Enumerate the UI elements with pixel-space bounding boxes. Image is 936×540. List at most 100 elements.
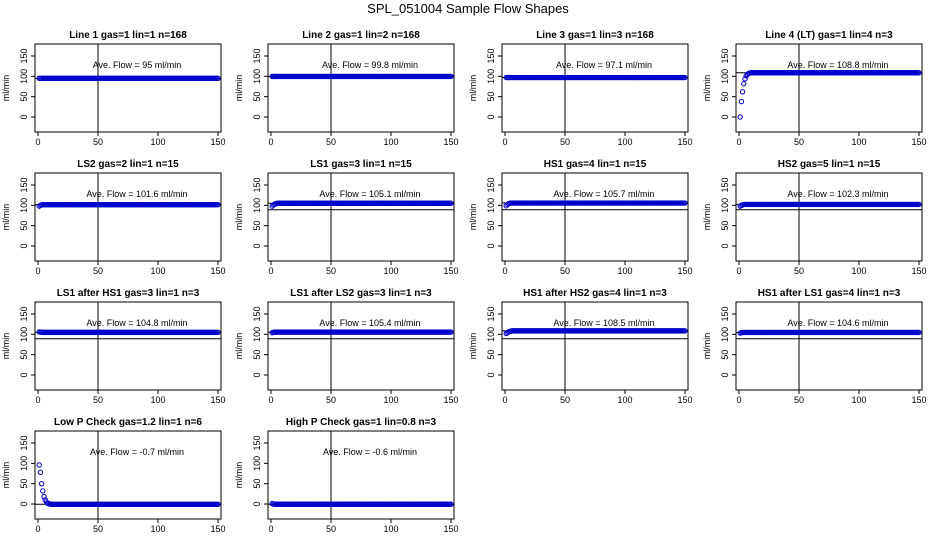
y-tick-label: 50 bbox=[252, 221, 262, 231]
x-tick-label: 50 bbox=[560, 395, 570, 405]
x-tick-label: 50 bbox=[326, 266, 336, 276]
x-tick-label: 150 bbox=[911, 395, 926, 405]
data-point bbox=[215, 75, 221, 82]
y-tick-label: 0 bbox=[720, 114, 730, 119]
x-tick-label: 100 bbox=[383, 524, 398, 534]
plot-frame bbox=[34, 301, 222, 391]
x-tick-label: 0 bbox=[268, 137, 273, 147]
y-tick-label: 100 bbox=[19, 456, 29, 471]
x-tick-label: 0 bbox=[35, 266, 40, 276]
ave-flow-annotation: Ave. Flow = -0.7 ml/min bbox=[90, 447, 184, 457]
data-point bbox=[448, 73, 454, 80]
y-tick-label: 50 bbox=[486, 92, 496, 102]
chart-panel: HS1 gas=4 lin=1 n=15 0 50 100 150 0 50 100 150 ml… bbox=[468, 159, 693, 276]
y-tick-label: 0 bbox=[486, 114, 496, 119]
data-point bbox=[37, 469, 44, 475]
panel-title: HS1 gas=4 lin=1 n=15 bbox=[544, 159, 647, 170]
data-point bbox=[40, 488, 46, 494]
x-tick-label: 150 bbox=[210, 137, 225, 147]
y-tick-label: 50 bbox=[486, 350, 496, 360]
y-tick-label: 100 bbox=[486, 69, 496, 84]
y-tick-label: 150 bbox=[19, 306, 29, 321]
x-tick-label: 50 bbox=[326, 524, 336, 534]
y-tick-label: 100 bbox=[252, 327, 262, 342]
chart-panel: HS2 gas=5 lin=1 n=15 0 50 100 150 0 50 100 150 ml… bbox=[702, 159, 927, 276]
x-tick-label: 50 bbox=[560, 266, 570, 276]
x-tick-label: 100 bbox=[383, 266, 398, 276]
y-tick-label: 50 bbox=[252, 479, 262, 489]
plot-frame bbox=[501, 172, 689, 262]
panel-title: Line 2 gas=1 lin=2 n=168 bbox=[302, 30, 420, 41]
chart-panel: LS1 gas=3 lin=1 n=15 0 50 100 150 0 50 100 150 ml… bbox=[234, 159, 459, 276]
y-tick-label: 150 bbox=[252, 177, 262, 192]
y-tick-label: 50 bbox=[720, 221, 730, 231]
panel-title: LS1 after HS1 gas=3 lin=1 n=3 bbox=[57, 288, 200, 299]
y-tick-label: 0 bbox=[252, 372, 262, 377]
data-point bbox=[916, 70, 922, 76]
x-tick-label: 50 bbox=[93, 137, 103, 147]
y-tick-label: 100 bbox=[19, 69, 29, 84]
ave-flow-annotation: Ave. Flow = 99.8 ml/min bbox=[322, 60, 418, 70]
data-point bbox=[215, 501, 221, 507]
y-axis-label: ml/min bbox=[234, 75, 244, 102]
y-axis-label: ml/min bbox=[234, 462, 244, 489]
chart-panel: LS2 gas=2 lin=1 n=15 0 50 100 150 0 50 100 150 ml… bbox=[1, 159, 226, 276]
y-axis-label: ml/min bbox=[702, 75, 712, 102]
y-tick-label: 100 bbox=[486, 327, 496, 342]
panel-title: HS1 after LS1 gas=4 lin=1 n=3 bbox=[758, 288, 901, 299]
chart-panel: LS1 after HS1 gas=3 lin=1 n=3 0 50 100 150 0 5… bbox=[1, 288, 226, 405]
x-tick-label: 0 bbox=[35, 137, 40, 147]
x-tick-label: 0 bbox=[35, 524, 40, 534]
x-tick-label: 150 bbox=[210, 395, 225, 405]
data-point bbox=[742, 76, 748, 82]
y-tick-label: 0 bbox=[252, 114, 262, 119]
y-tick-label: 0 bbox=[252, 501, 262, 506]
chart-panel: HS1 after HS2 gas=4 lin=1 n=3 0 50 100 150 0 5… bbox=[468, 288, 693, 405]
y-tick-label: 150 bbox=[252, 48, 262, 63]
y-tick-label: 100 bbox=[720, 327, 730, 342]
x-tick-label: 0 bbox=[268, 266, 273, 276]
y-axis-label: ml/min bbox=[1, 462, 11, 489]
data-point bbox=[38, 480, 45, 487]
ave-flow-annotation: Ave. Flow = 108.5 ml/min bbox=[553, 318, 654, 328]
y-tick-label: 0 bbox=[252, 243, 262, 248]
panel-title: LS2 gas=2 lin=1 n=15 bbox=[77, 159, 179, 170]
y-tick-label: 100 bbox=[720, 198, 730, 213]
ave-flow-annotation: Ave. Flow = 104.6 ml/min bbox=[787, 318, 888, 328]
ave-flow-annotation: Ave. Flow = 102.3 ml/min bbox=[787, 189, 888, 199]
data-point bbox=[682, 328, 688, 334]
data-point bbox=[36, 462, 42, 468]
panel-title: Low P Check gas=1.2 lin=1 n=6 bbox=[54, 417, 202, 428]
x-tick-label: 150 bbox=[210, 266, 225, 276]
x-tick-label: 150 bbox=[677, 395, 692, 405]
x-tick-label: 0 bbox=[736, 137, 741, 147]
data-point bbox=[682, 74, 688, 81]
y-tick-label: 50 bbox=[19, 92, 29, 102]
data-point bbox=[916, 201, 922, 208]
panel-title: High P Check gas=1 lin=0.8 n=3 bbox=[286, 417, 437, 428]
x-tick-label: 0 bbox=[502, 395, 507, 405]
y-tick-label: 150 bbox=[486, 48, 496, 63]
ave-flow-annotation: Ave. Flow = 105.1 ml/min bbox=[319, 189, 420, 199]
x-tick-label: 150 bbox=[677, 137, 692, 147]
ave-flow-annotation: Ave. Flow = 101.6 ml/min bbox=[86, 189, 187, 199]
y-tick-label: 150 bbox=[252, 306, 262, 321]
y-axis-label: ml/min bbox=[702, 204, 712, 231]
ave-flow-annotation: Ave. Flow = 97.1 ml/min bbox=[556, 60, 652, 70]
plot-frame bbox=[267, 301, 455, 391]
y-tick-label: 50 bbox=[19, 479, 29, 489]
y-tick-label: 150 bbox=[19, 435, 29, 450]
data-point bbox=[737, 114, 743, 120]
ave-flow-annotation: Ave. Flow = 95 ml/min bbox=[93, 60, 182, 70]
y-tick-label: 0 bbox=[720, 372, 730, 377]
y-axis-label: ml/min bbox=[702, 333, 712, 360]
x-tick-label: 50 bbox=[326, 137, 336, 147]
data-point bbox=[916, 329, 922, 336]
data-point bbox=[215, 201, 221, 208]
page-title: SPL_051004 Sample Flow Shapes bbox=[367, 1, 569, 16]
data-point bbox=[448, 200, 454, 206]
y-tick-label: 50 bbox=[486, 221, 496, 231]
chart-panel: Line 1 gas=1 lin=1 n=168 0 50 100 150 0 50 100 1… bbox=[1, 30, 226, 147]
y-tick-label: 100 bbox=[252, 69, 262, 84]
